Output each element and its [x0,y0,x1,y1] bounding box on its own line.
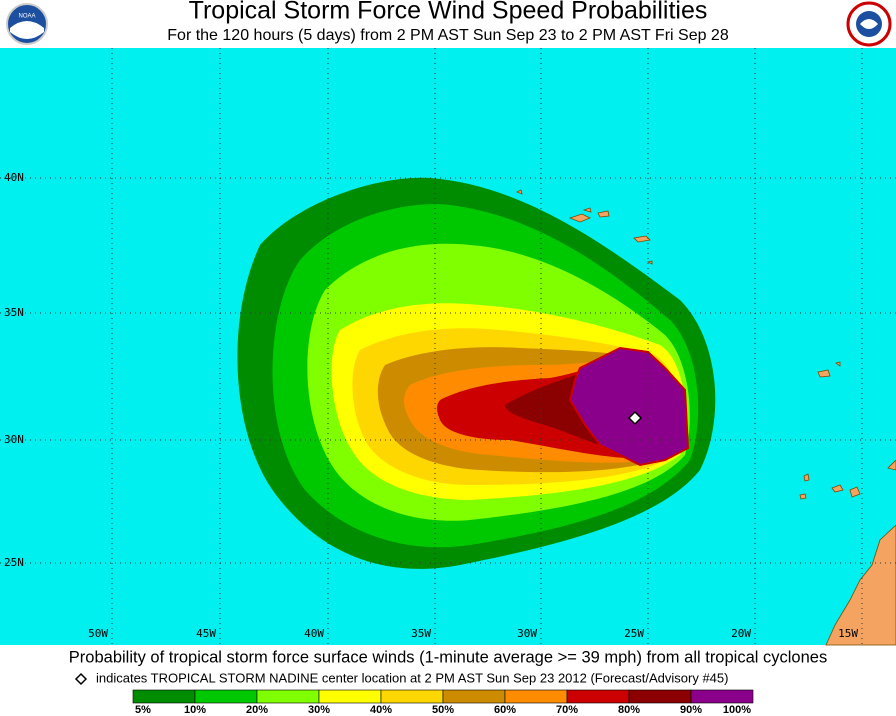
legend-swatch [566,689,630,704]
longitude-label: 15W [838,627,858,640]
longitude-label: 45W [196,627,216,640]
legend-swatch [318,689,382,704]
legend-swatch [628,689,692,704]
nws-logo [846,1,892,47]
legend-swatch [256,689,320,704]
longitude-label: 40W [304,627,324,640]
legend-label: 10% [184,704,206,716]
legend-label: 5% [135,704,151,716]
legend-swatch [690,689,754,704]
land [516,189,896,646]
subtitle: For the 120 hours (5 days) from 2 PM AST… [167,27,729,44]
legend-label: 70% [556,704,578,716]
graticule: 40N 35N 30N 25N 50W 45W 40W 35W 30W 25W 20W 15W [0,48,896,645]
legend-label: 60% [494,704,516,716]
latitude-label: 25N [4,556,24,569]
noaa-logo: NOAA [6,3,48,45]
longitude-label: 20W [731,627,751,640]
caption: Probability of tropical storm force surf… [69,648,827,666]
title: Tropical Storm Force Wind Speed Probabil… [189,0,708,25]
legend-swatch [504,689,568,704]
longitude-label: 25W [624,627,644,640]
legend-swatch [442,689,506,704]
legend-label: 30% [308,704,330,716]
contour [568,346,690,467]
latitude-label: 40N [4,171,24,184]
legend-label: 50% [432,704,454,716]
legend-label: 90% [680,704,702,716]
longitude-label: 35W [411,627,431,640]
latitude-label: 30N [4,433,24,446]
storm-center-marker [627,410,643,426]
legend-swatch [132,689,196,704]
map: 40N 35N 30N 25N 50W 45W 40W 35W 30W 25W 20W 15W [0,48,896,646]
longitude-label: 30W [517,627,537,640]
legend-label: 40% [370,704,392,716]
legend-swatch [380,689,444,704]
legend-label: 20% [246,704,268,716]
legend: 5% 10% 20% 30% 40% 50% 60% 70% 80% 90% 100% [132,689,754,716]
legend-label: 100% [723,704,751,716]
legend-swatch [194,689,258,704]
latitude-label: 35N [4,306,24,319]
legend-label: 80% [618,704,640,716]
longitude-label: 50W [88,627,108,640]
svg-text:NOAA: NOAA [18,14,35,20]
note: indicates TROPICAL STORM NADINE center l… [96,670,728,685]
probability-contours [237,177,716,569]
note-marker [74,672,88,686]
